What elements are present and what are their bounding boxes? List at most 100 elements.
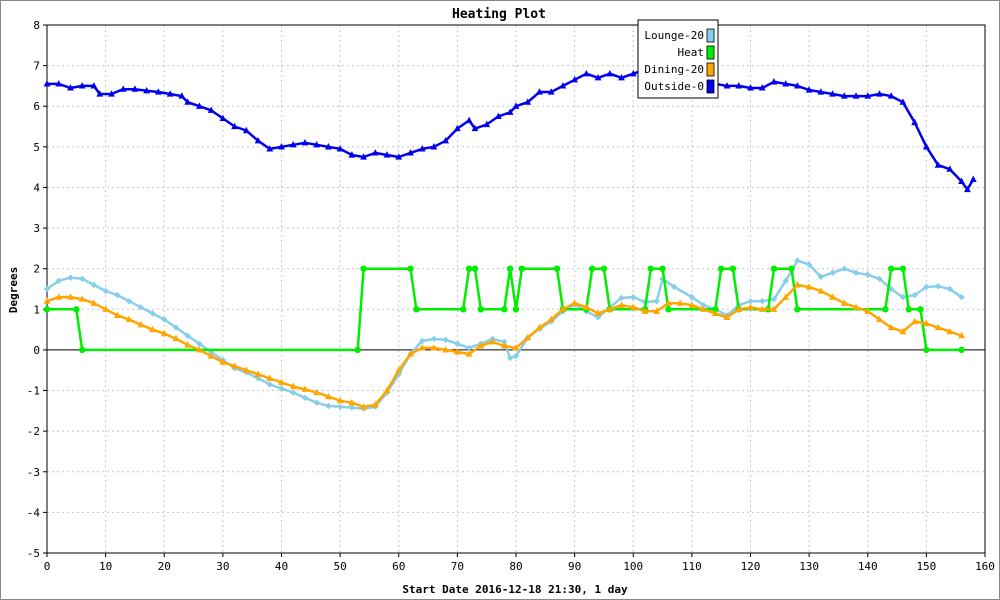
lounge-20-point xyxy=(114,291,121,299)
outside-0-point xyxy=(442,136,450,144)
dining-20-point xyxy=(184,341,192,348)
lounge-20-point xyxy=(794,257,801,264)
dining-20-point xyxy=(43,297,51,304)
dining-20-point xyxy=(700,305,707,312)
x-tick-label: 120 xyxy=(741,560,761,573)
heat-point xyxy=(512,306,520,313)
dining-20-point xyxy=(641,307,649,314)
lounge-20-point xyxy=(465,344,473,352)
lounge-20-point xyxy=(841,265,848,272)
outside-0-point xyxy=(483,120,491,128)
y-tick-label: 4 xyxy=(33,181,40,194)
lounge-20-point xyxy=(770,295,778,303)
heat-point xyxy=(647,265,655,272)
outside-0-point xyxy=(178,92,186,99)
outside-0-point xyxy=(899,98,907,105)
outside-0-point xyxy=(254,136,262,144)
x-tick-label: 40 xyxy=(275,560,288,573)
outside-0-point xyxy=(55,80,63,87)
outside-0-point xyxy=(864,92,872,99)
dining-20-point xyxy=(266,374,274,381)
dining-20-point xyxy=(477,342,485,349)
x-tick-label: 150 xyxy=(916,560,936,573)
heat-line xyxy=(47,267,962,352)
dining-20-point xyxy=(125,315,133,323)
dining-20-point xyxy=(418,344,426,351)
dining-20-point xyxy=(196,346,203,353)
dining-20-point xyxy=(172,334,180,342)
heat-point xyxy=(413,306,420,313)
legend-swatch-heat xyxy=(706,45,715,60)
lounge-20-point xyxy=(278,385,285,392)
dining-20-point xyxy=(653,307,661,314)
lounge-20-point xyxy=(852,269,860,276)
lounge-20-point xyxy=(67,274,74,281)
outside-0-point xyxy=(360,153,367,160)
outside-0-point xyxy=(196,102,203,109)
outside-0-point xyxy=(969,175,977,182)
heat-point xyxy=(888,265,895,272)
legend-label-heat: Heat xyxy=(678,46,705,59)
heat-point xyxy=(958,346,965,354)
dining-20-point xyxy=(934,323,942,331)
outside-0-point xyxy=(96,90,104,97)
lounge-20-point xyxy=(923,283,930,291)
dining-20-point xyxy=(547,315,555,323)
outside-0-point xyxy=(90,82,98,89)
legend-swatch-dining-20 xyxy=(706,62,715,77)
x-tick-label: 100 xyxy=(623,560,643,573)
dining-20-point xyxy=(571,299,579,306)
dining-20-point xyxy=(958,331,965,339)
dining-20-point xyxy=(407,350,414,357)
dining-20-point xyxy=(360,402,367,410)
dining-20-point xyxy=(242,366,250,373)
dining-20-point xyxy=(887,323,895,331)
dining-20-point xyxy=(582,303,590,310)
outside-0-point xyxy=(184,98,192,105)
heat-point xyxy=(882,306,889,313)
outside-0-point xyxy=(465,116,473,124)
lounge-20-point xyxy=(125,297,133,305)
outside-0-point xyxy=(922,143,930,150)
lounge-20-point xyxy=(805,261,813,268)
lounge-20-point xyxy=(313,399,320,406)
y-tick-label: -5 xyxy=(27,547,40,560)
outside-0-point xyxy=(735,82,743,89)
x-tick-label: 140 xyxy=(858,560,878,573)
dining-20-point xyxy=(899,327,907,335)
x-tick-label: 50 xyxy=(334,560,347,573)
outside-0-point xyxy=(266,145,274,152)
dining-20-point xyxy=(911,317,919,325)
outside-0-point xyxy=(166,90,174,97)
dining-20-point xyxy=(113,311,121,318)
dining-20-point xyxy=(160,329,168,337)
dining-20-point xyxy=(758,305,766,312)
dining-20-point xyxy=(231,362,238,369)
outside-0-point xyxy=(506,108,514,115)
dining-20-point xyxy=(805,283,813,290)
outside-0-point xyxy=(119,85,127,92)
outside-0-point xyxy=(453,124,461,132)
heat-point xyxy=(600,265,608,272)
y-axis-label: Degrees xyxy=(7,267,20,313)
dining-20-point xyxy=(618,301,625,308)
dining-20-point xyxy=(465,350,473,357)
lounge-20-point xyxy=(512,352,520,360)
lounge-20-point xyxy=(501,338,508,345)
outside-0-point xyxy=(131,85,139,92)
dining-20-point xyxy=(665,299,672,306)
series-layer xyxy=(43,65,977,413)
outside-0-point xyxy=(547,88,555,95)
outside-0-point xyxy=(618,74,625,81)
outside-0-point xyxy=(231,122,238,130)
outside-0-point xyxy=(43,80,51,87)
x-tick-label: 160 xyxy=(975,560,995,573)
outside-0-point xyxy=(594,74,602,81)
lounge-20-point xyxy=(653,297,660,305)
legend: Lounge-20 Heat Dining-20 Outside-0 xyxy=(637,19,719,99)
outside-0-point xyxy=(78,82,86,89)
lounge-20-point xyxy=(506,354,514,362)
heat-point xyxy=(659,265,666,272)
